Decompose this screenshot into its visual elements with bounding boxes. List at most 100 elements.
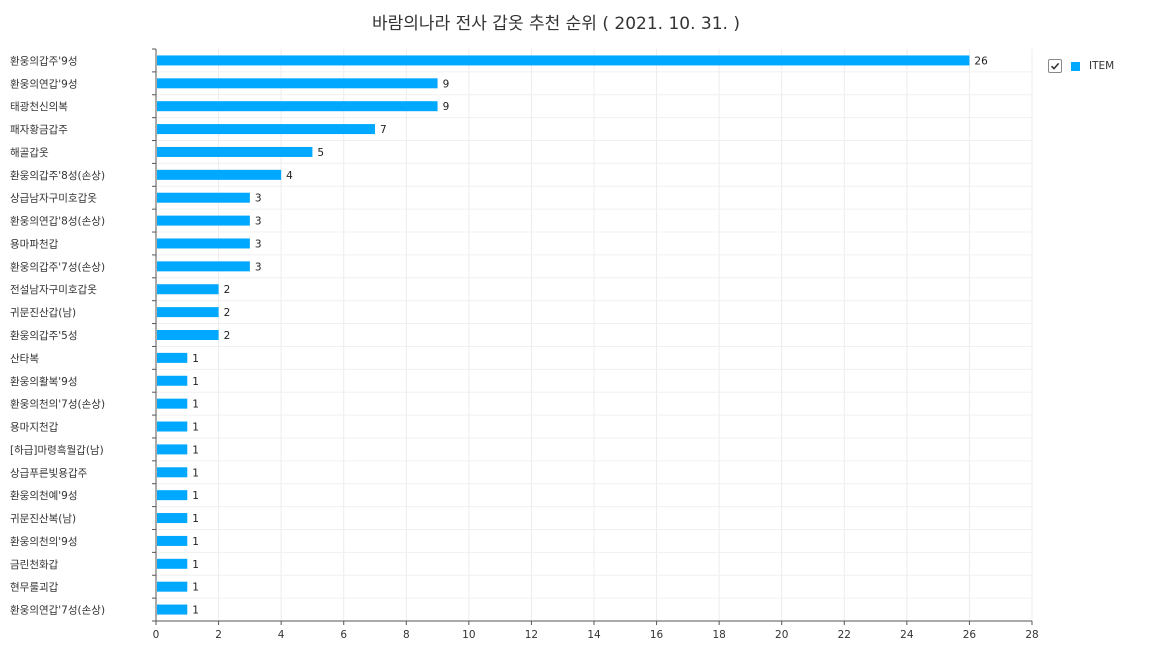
bar[interactable] [157, 467, 188, 478]
category-label: 환웅의갑주'8성(손상) [10, 170, 105, 182]
category-label: 현무룰괴갑 [10, 582, 59, 594]
x-tick-label: 14 [587, 629, 601, 641]
legend-swatch [1071, 61, 1080, 71]
bar[interactable] [157, 330, 219, 340]
bar-value-label: 2 [224, 330, 231, 342]
category-label: 패자황금갑주 [10, 124, 68, 136]
legend-checkbox[interactable] [1048, 59, 1062, 73]
bar-value-label: 1 [192, 582, 199, 594]
x-tick-label: 16 [650, 629, 664, 641]
category-label: 환웅의연갑'9성 [10, 78, 78, 90]
bar[interactable] [157, 490, 188, 501]
bar-value-label: 26 [974, 55, 988, 67]
category-label: 환웅의천예'9성 [10, 489, 78, 502]
bar[interactable] [157, 604, 188, 615]
bar-value-label: 3 [255, 261, 262, 273]
category-label: 상급남자구미호갑옷 [10, 193, 97, 205]
bar[interactable] [157, 398, 188, 409]
x-tick-label: 12 [525, 629, 538, 641]
bar[interactable] [157, 535, 188, 546]
bar[interactable] [157, 55, 970, 66]
x-tick-label: 22 [838, 629, 851, 641]
bar-value-label: 1 [192, 399, 199, 411]
category-label: [하급]마령흑월갑(남) [10, 443, 104, 456]
bar[interactable] [157, 421, 188, 432]
bar-value-label: 1 [192, 422, 199, 434]
bar[interactable] [157, 169, 282, 180]
bar[interactable] [157, 146, 313, 157]
x-tick-label: 8 [403, 629, 410, 641]
grid-lines [156, 49, 1033, 622]
bar-value-label: 1 [192, 467, 199, 479]
bar[interactable] [157, 581, 188, 592]
bar[interactable] [157, 444, 188, 455]
category-label: 환웅의천의'9성 [10, 536, 78, 548]
x-tick-label: 10 [462, 629, 475, 641]
bar-value-label: 7 [380, 124, 387, 136]
bar-value-label: 1 [192, 605, 199, 617]
bar[interactable] [157, 284, 219, 295]
bar[interactable] [157, 352, 188, 363]
bar[interactable] [157, 513, 188, 524]
bar-value-label: 4 [286, 170, 293, 182]
category-label: 환웅의활복'9성 [10, 375, 78, 388]
bar[interactable] [157, 215, 250, 226]
axes [152, 48, 1033, 625]
bar-value-label: 1 [192, 444, 199, 456]
bar[interactable] [157, 238, 250, 249]
x-tick-label: 26 [963, 629, 977, 641]
x-tick-label: 4 [278, 629, 285, 641]
bar-value-label: 1 [192, 513, 199, 525]
bar-value-label: 1 [192, 353, 199, 365]
bar-value-label: 9 [443, 101, 450, 113]
bar-value-label: 2 [224, 284, 231, 296]
x-tick-label: 20 [775, 629, 788, 641]
bar-value-label: 1 [192, 536, 199, 548]
bar-value-label: 1 [192, 376, 199, 388]
legend-label: ITEM [1089, 60, 1115, 72]
category-label: 환웅의갑주'7성(손상) [10, 261, 105, 273]
bar-value-label: 1 [192, 559, 199, 571]
x-tick-label: 28 [1025, 629, 1038, 641]
category-label: 전설남자구미호갑옷 [10, 284, 97, 296]
x-tick-label: 6 [340, 629, 347, 641]
bar[interactable] [157, 101, 438, 112]
bar-value-label: 9 [443, 78, 450, 90]
category-label: 상급푸른빛용갑주 [10, 467, 88, 479]
category-label: 환웅의갑주'5성 [10, 330, 78, 342]
category-label: 산타복 [10, 353, 39, 365]
bar[interactable] [157, 558, 188, 569]
labels: 0 2 4 6 8 10 12 14 16 18 20 22 24 26 2826환웅의갑주'9성9환웅의연… [10, 55, 1039, 641]
bar[interactable] [157, 375, 188, 386]
x-tick-label: 24 [900, 629, 914, 641]
bars [157, 55, 970, 615]
x-tick-label: 0 [153, 629, 160, 641]
bar[interactable] [157, 307, 219, 318]
category-label: 해골갑옷 [10, 146, 49, 159]
category-label: 귀문진산복(남) [10, 513, 76, 525]
category-label: 환웅의연갑'8성(손상) [10, 216, 105, 228]
category-label: 귀문진산갑(남) [10, 307, 76, 319]
check-icon [1050, 62, 1060, 70]
category-label: 환웅의천의'7성(손상) [10, 399, 105, 411]
category-label: 환웅의연갑'7성(손상) [10, 605, 105, 617]
category-label: 용마지천갑 [10, 422, 59, 434]
bar[interactable] [157, 124, 375, 135]
bar-value-label: 3 [255, 193, 262, 205]
category-label: 환웅의갑주'9성 [10, 55, 78, 67]
bar[interactable] [157, 192, 250, 203]
category-label: 용마파천갑 [10, 238, 59, 250]
bar-value-label: 3 [255, 216, 262, 228]
chart-title: 바람의나라 전사 갑옷 추천 순위 ( 2021. 10. 31. ) [372, 14, 740, 34]
category-label: 태광천신의복 [10, 101, 68, 113]
legend[interactable]: ITEM [1048, 59, 1114, 73]
category-label: 금린천화갑 [10, 559, 59, 571]
bar-value-label: 1 [192, 490, 199, 502]
bar[interactable] [157, 78, 438, 89]
bar[interactable] [157, 261, 250, 272]
x-tick-label: 2 [215, 629, 222, 641]
x-tick-label: 18 [712, 629, 725, 641]
bar-value-label: 5 [317, 147, 324, 159]
bar-value-label: 2 [224, 307, 231, 319]
bar-chart: 0 2 4 6 8 10 12 14 16 18 20 22 24 26 2826환웅의갑주'9성9환웅의연… [10, 48, 1039, 641]
